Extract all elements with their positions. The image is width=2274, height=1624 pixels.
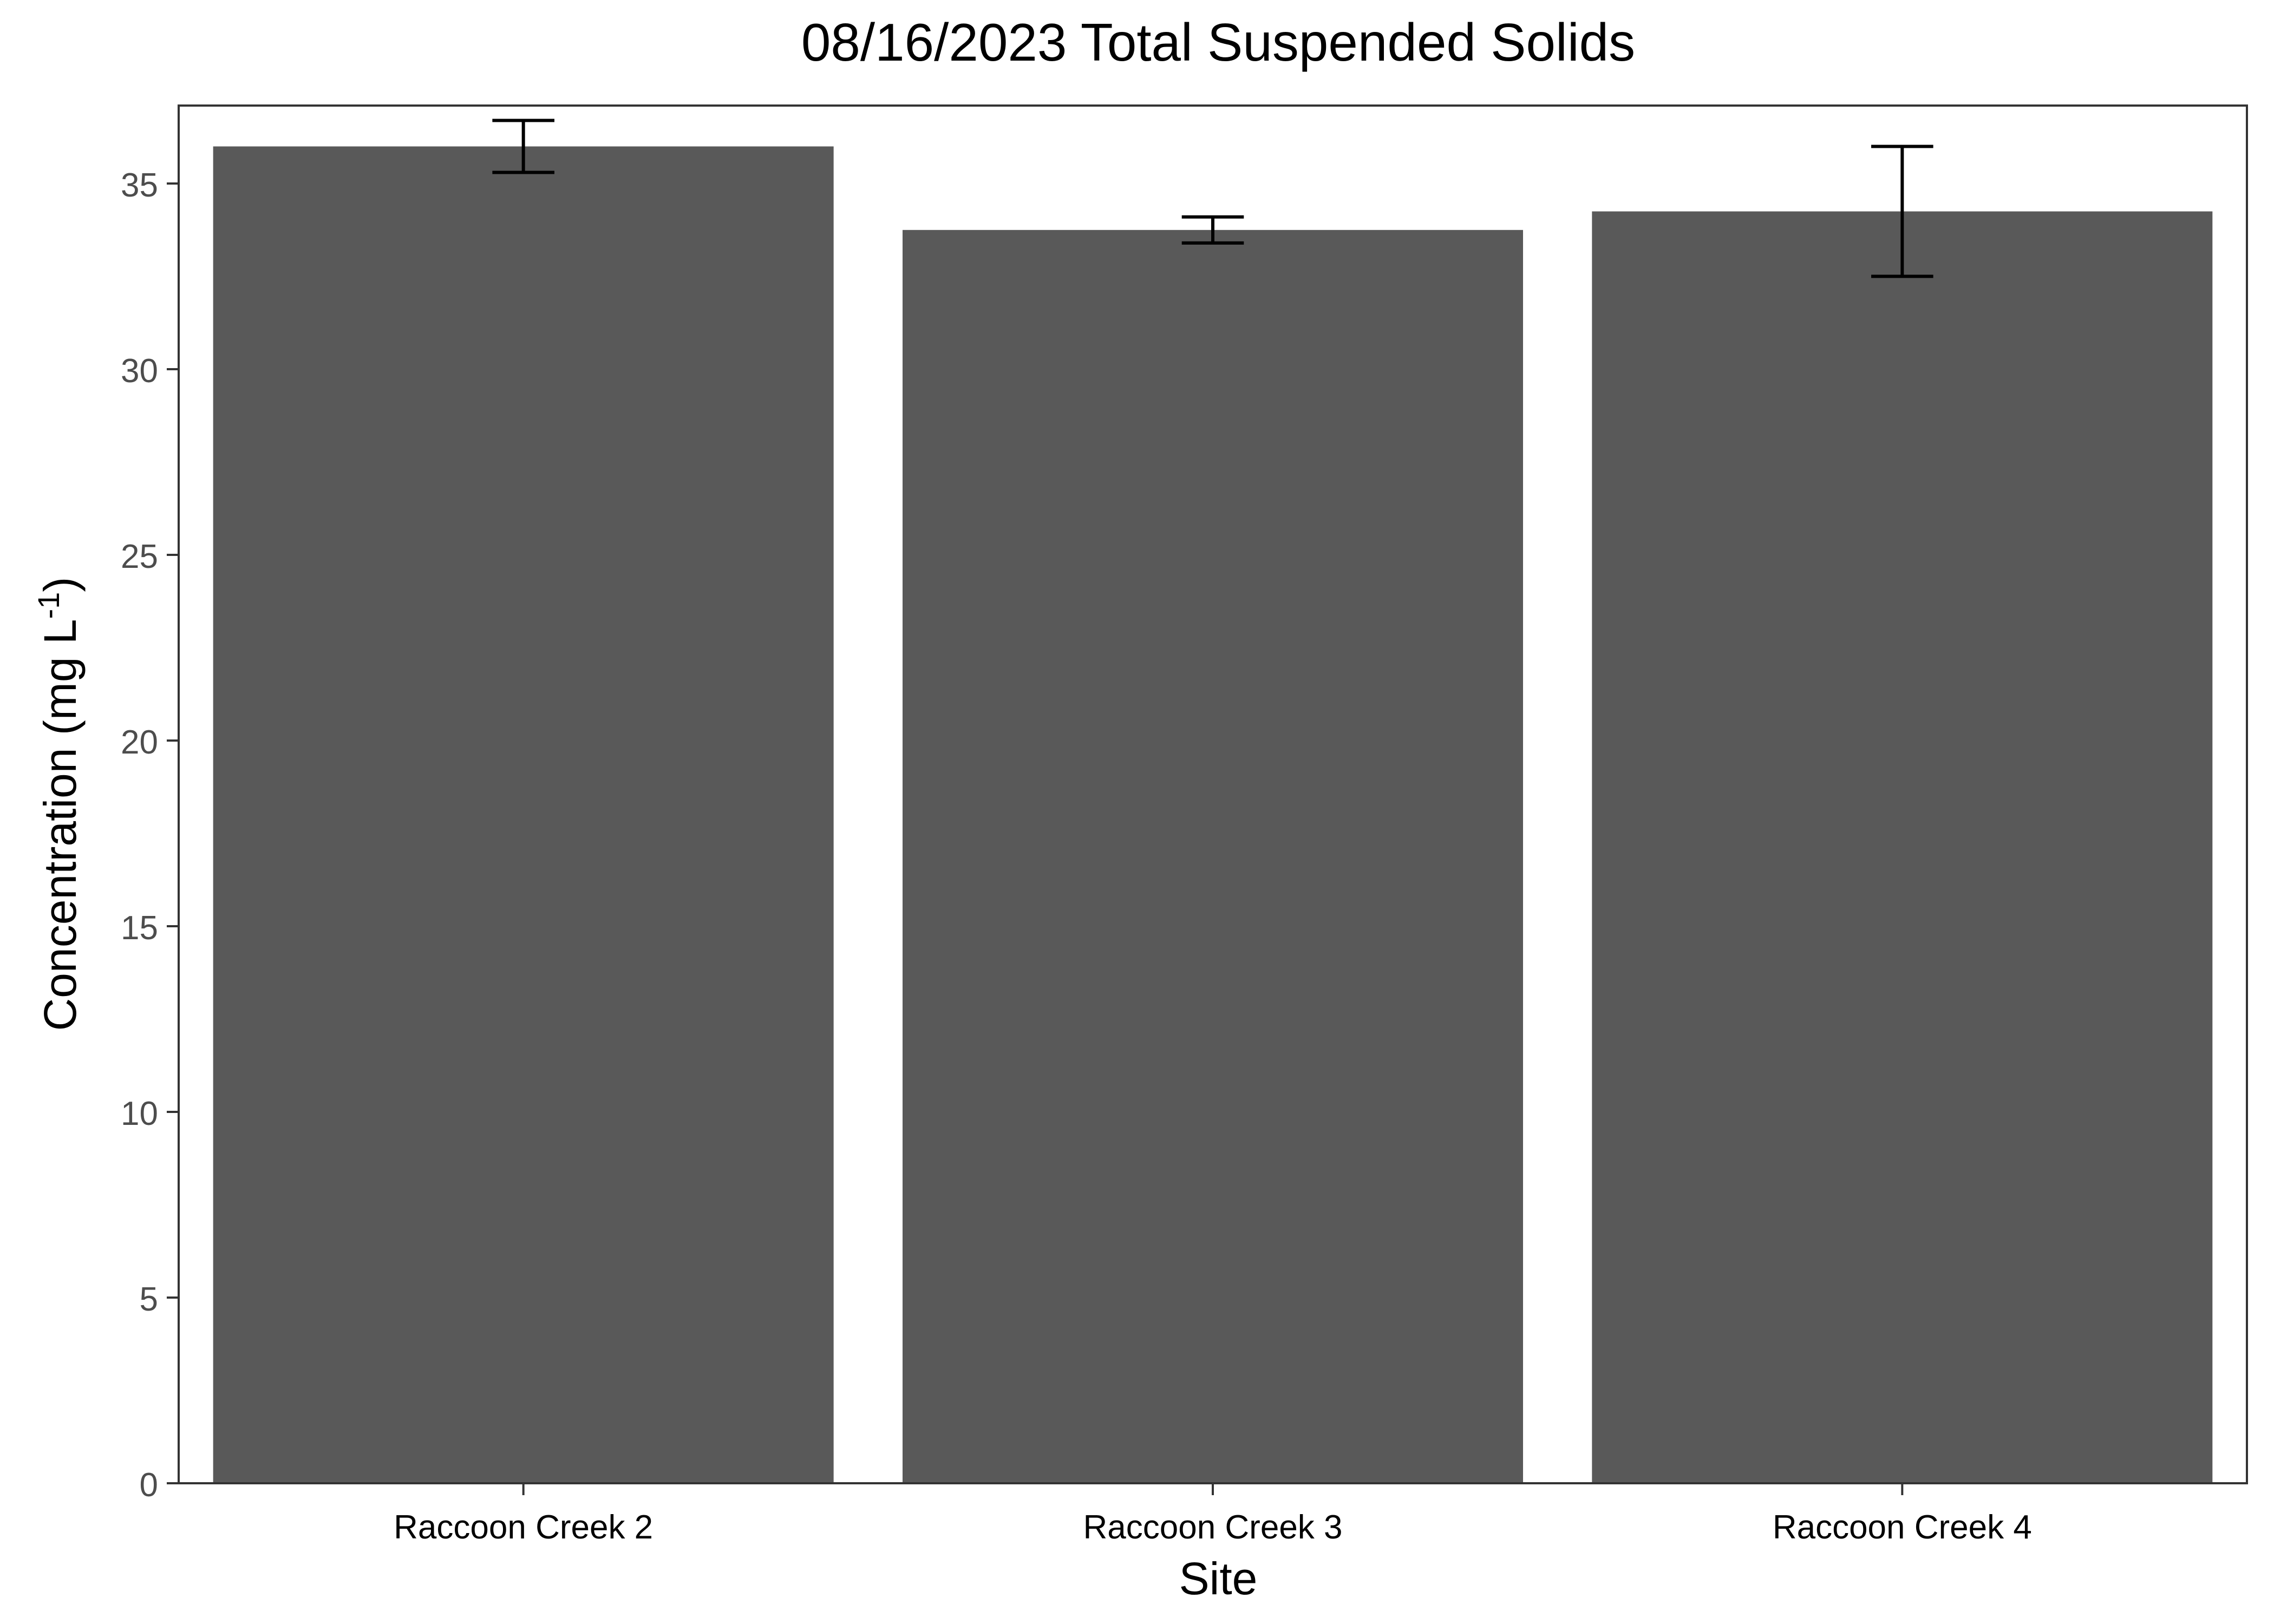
y-axis-label-suffix: ) xyxy=(35,577,86,592)
x-tick-label-1: Raccoon Creek 2 xyxy=(394,1509,653,1546)
chart-title: 08/16/2023 Total Suspended Solids xyxy=(801,12,1635,72)
plot-area: 0 5 10 15 20 25 30 35 Raccoon Creek 2 Raccoon Cre… xyxy=(121,104,2248,1546)
y-tick-label-35: 35 xyxy=(121,167,158,204)
y-tick-label-5: 5 xyxy=(140,1281,158,1318)
bar-2 xyxy=(903,230,1523,1483)
x-tick-label-2: Raccoon Creek 3 xyxy=(1083,1509,1342,1546)
y-tick-label-10: 10 xyxy=(121,1095,158,1132)
y-tick-label-15: 15 xyxy=(121,909,158,947)
y-tick-label-30: 30 xyxy=(121,352,158,390)
y-tick-label-0: 0 xyxy=(140,1466,158,1504)
bar-1 xyxy=(213,146,834,1483)
y-tick-label-25: 25 xyxy=(121,538,158,575)
x-axis-label: Site xyxy=(1179,1553,1258,1604)
y-tick-label-20: 20 xyxy=(121,724,158,761)
bar-3 xyxy=(1592,211,2213,1484)
x-tick-label-3: Raccoon Creek 4 xyxy=(1773,1509,2032,1546)
y-axis-label: Concentration (mg L-1) xyxy=(31,577,86,1031)
y-axis-label-prefix: Concentration (mg L xyxy=(35,619,86,1031)
y-axis-label-superscript: -1 xyxy=(31,592,66,619)
